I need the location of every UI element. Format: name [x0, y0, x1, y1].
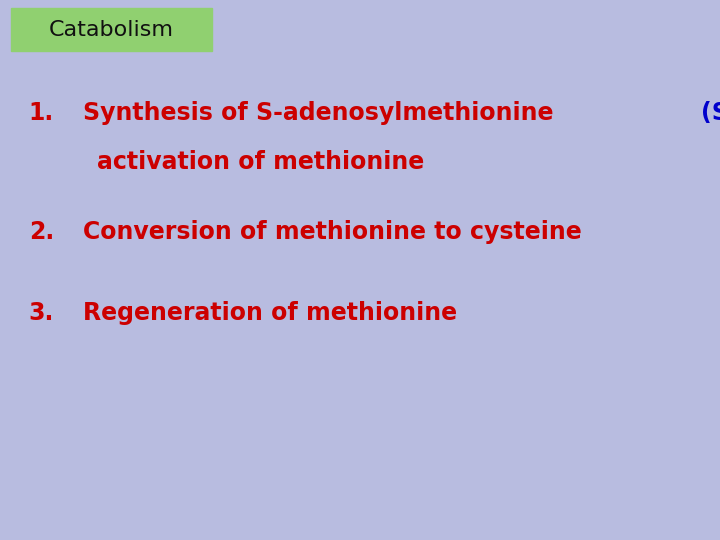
Text: Regeneration of methionine: Regeneration of methionine	[83, 301, 457, 325]
Text: 1.: 1.	[29, 102, 54, 125]
Text: activation of methionine: activation of methionine	[97, 150, 425, 174]
FancyBboxPatch shape	[11, 8, 212, 51]
Text: (SAM)-: (SAM)-	[701, 102, 720, 125]
Text: 2.: 2.	[29, 220, 54, 244]
Text: Conversion of methionine to cysteine: Conversion of methionine to cysteine	[83, 220, 582, 244]
Text: 3.: 3.	[29, 301, 54, 325]
Text: Catabolism: Catabolism	[49, 19, 174, 40]
Text: Synthesis of S-adenosylmethionine: Synthesis of S-adenosylmethionine	[83, 102, 562, 125]
